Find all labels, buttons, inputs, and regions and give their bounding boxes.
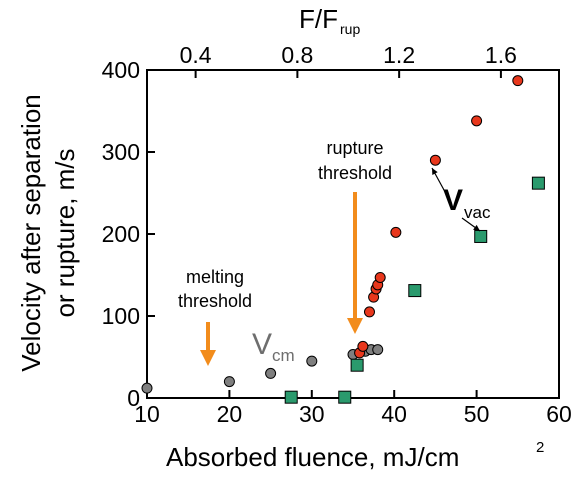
- y-tick-label: 0: [127, 385, 140, 411]
- vcm-label-sub: cm: [272, 346, 295, 365]
- vvac-arrow-upper-head: [432, 168, 438, 175]
- melting-label-line2: threshold: [178, 291, 252, 311]
- points-layer: [141, 75, 545, 404]
- x-tick-label: 30: [299, 401, 325, 427]
- vcm-label-main: V: [252, 328, 272, 361]
- data-point-circle: [512, 75, 524, 87]
- data-point-circle: [429, 154, 441, 166]
- data-point-circle: [306, 355, 318, 367]
- rupture-label-line2: threshold: [318, 163, 392, 183]
- y-tick-label: 100: [102, 303, 140, 329]
- data-point-square: [474, 229, 488, 243]
- data-point-circle: [223, 376, 235, 388]
- top-tick-label: 0.8: [281, 42, 313, 68]
- vvac-label-sub: vac: [464, 203, 491, 222]
- data-point-circle: [374, 271, 386, 283]
- y-tick-label: 200: [102, 221, 140, 247]
- vvac-label-main: V: [443, 184, 463, 217]
- melting-label-line1: melting: [186, 267, 244, 287]
- x-tick-label: 40: [381, 401, 407, 427]
- top-tick-label: 1.6: [485, 42, 517, 68]
- y-axis-title-line2: or rupture, m/s: [50, 148, 80, 317]
- top-axis-title: F/F: [299, 4, 338, 34]
- data-point-square: [350, 358, 364, 372]
- x-tick-label: 60: [546, 401, 572, 427]
- y-tick-label: 300: [102, 139, 140, 165]
- data-point-square: [531, 176, 545, 190]
- data-point-square: [284, 390, 298, 404]
- data-point-circle: [141, 382, 153, 394]
- x-tick-label: 20: [217, 401, 243, 427]
- y-axis-title-line1: Velocity after separation: [16, 94, 46, 372]
- data-point-circle: [363, 306, 375, 318]
- rupture-arrow-head: [347, 318, 363, 334]
- data-point-square: [338, 390, 352, 404]
- data-point-circle: [471, 115, 483, 127]
- melting-arrow-head: [200, 350, 216, 366]
- top-axis-title-sub: rup: [340, 21, 360, 37]
- top-tick-label: 0.4: [180, 42, 212, 68]
- vvac-arrow-lower-head: [473, 224, 480, 231]
- y-tick-label: 400: [102, 57, 140, 83]
- x-axis-title-sup: 2: [536, 439, 544, 456]
- data-point-circle: [265, 367, 277, 379]
- tick-labels-layer: 10 20 30 40 50 60 0 100 200 300 400 0.4 0.8 1.2 1.6: [102, 42, 572, 427]
- rupture-label-line1: rupture: [326, 138, 383, 158]
- top-tick-label: 1.2: [383, 42, 415, 68]
- ticks-layer: [146, 69, 560, 399]
- data-point-circle: [390, 226, 402, 238]
- x-tick-label: 10: [134, 401, 160, 427]
- data-point-circle: [357, 340, 369, 352]
- top-axis-title-main: F/F: [299, 4, 338, 34]
- data-point-circle: [372, 344, 384, 356]
- arrows-layer: [200, 167, 481, 366]
- x-tick-label: 50: [464, 401, 490, 427]
- data-point-square: [408, 284, 422, 298]
- x-axis-title: Absorbed fluence, mJ/cm: [166, 442, 459, 472]
